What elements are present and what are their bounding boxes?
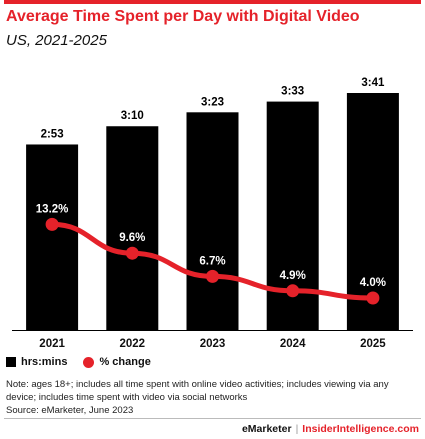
x-tick-label-2024: 2024	[280, 338, 306, 348]
bar-2021	[26, 144, 79, 330]
x-tick-label-2022: 2022	[120, 338, 146, 348]
line-point-2025	[366, 291, 380, 305]
footer-rule	[4, 418, 421, 419]
x-tick-label-2025: 2025	[360, 338, 386, 348]
line-point-label-2021: 13.2%	[36, 203, 69, 215]
line-point-2023	[206, 269, 219, 283]
bar-value-label-2024: 3:33	[281, 86, 304, 98]
footer-brand-emarketer: eMarketer	[241, 423, 292, 435]
line-point-2024	[286, 284, 300, 298]
x-tick-label-2021: 2021	[39, 338, 65, 348]
bar-value-label-2025: 3:41	[361, 77, 385, 89]
title-top-rule	[4, 0, 421, 4]
line-point-2022	[125, 246, 139, 260]
legend: hrs:mins % change	[6, 356, 151, 368]
legend-line-swatch	[83, 356, 95, 368]
chart-note: Note: ages 18+; includes all time spent …	[6, 379, 389, 403]
chart-subtitle: US, 2021-2025	[6, 32, 107, 49]
bar-2022	[106, 126, 159, 330]
line-point-label-2025: 4.0%	[360, 277, 386, 289]
legend-bar-swatch	[6, 357, 16, 367]
bar-value-label-2022: 3:10	[121, 110, 144, 122]
line-point-label-2023: 6.7%	[199, 255, 225, 267]
legend-bar-label: hrs:mins	[21, 356, 68, 368]
line-point-label-2024: 4.9%	[280, 270, 306, 282]
bar-value-label-2023: 3:23	[201, 96, 224, 108]
chart-area: 2:53 3:10 3:23 3:33 3:41 13.2% 9.6% 6.7% 4.9% 4.0…	[12, 77, 413, 348]
bar-value-label-2021: 2:53	[41, 128, 64, 140]
footer-brand-insider: InsiderIntelligence.com	[302, 423, 419, 435]
chart-source: Source: eMarketer, June 2023	[6, 405, 134, 416]
chart-title: Average Time Spent per Day with Digital …	[6, 8, 360, 25]
bar-2025	[346, 93, 399, 330]
x-tick-label-2023: 2023	[200, 338, 226, 348]
footer-separator: |	[295, 423, 299, 435]
footer: eMarketer | InsiderIntelligence.com	[242, 423, 419, 435]
legend-line-label: % change	[99, 356, 151, 368]
line-point-2021	[45, 217, 59, 231]
bar-2023	[186, 112, 239, 331]
line-point-label-2022: 9.6%	[119, 232, 145, 244]
